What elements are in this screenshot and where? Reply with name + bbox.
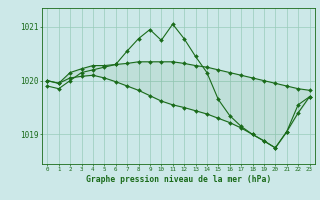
X-axis label: Graphe pression niveau de la mer (hPa): Graphe pression niveau de la mer (hPa) xyxy=(86,175,271,184)
